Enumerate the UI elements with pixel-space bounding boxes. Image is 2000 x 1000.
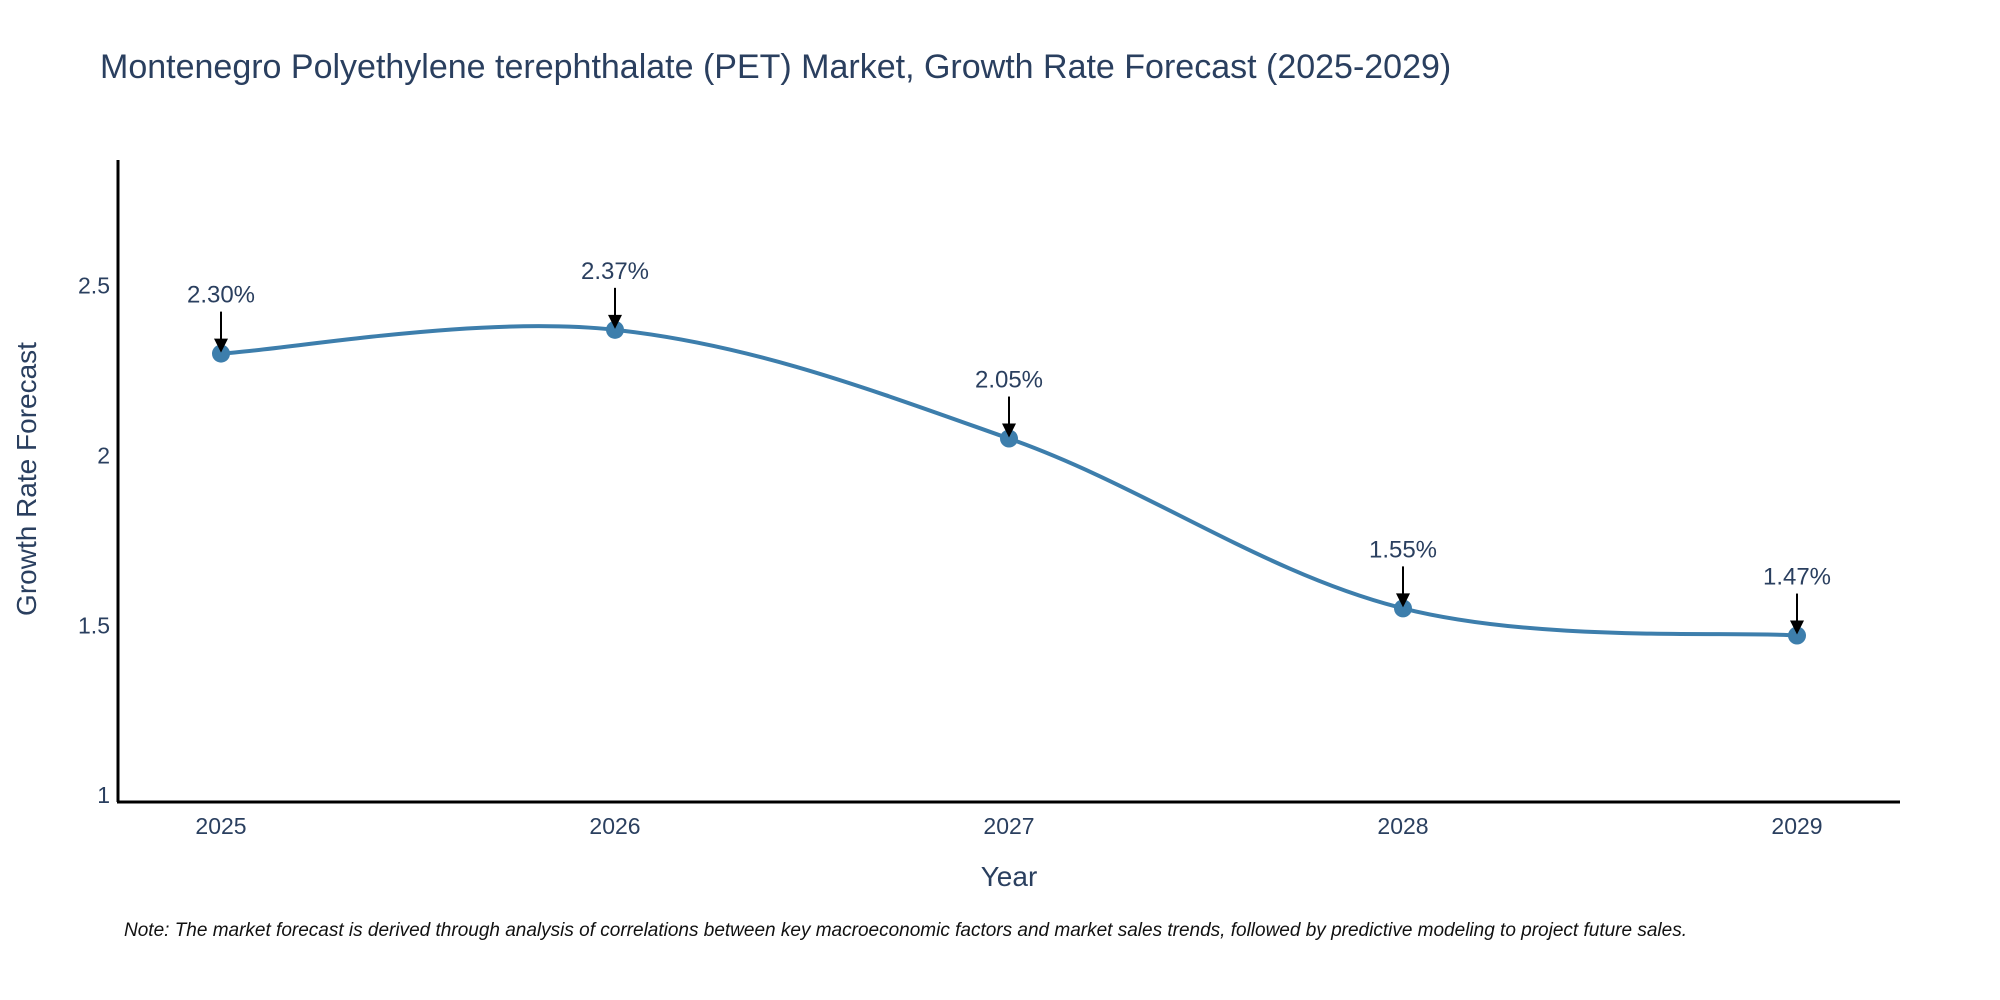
y-tick-label: 2.5 (78, 273, 110, 299)
y-axis-ticks: 1 1.5 2 2.5 (78, 273, 110, 809)
data-label-annotation: 1.47% (1763, 564, 1831, 635)
x-tick-label: 2026 (589, 813, 640, 839)
annotation-arrow-head (214, 338, 228, 353)
data-label-annotation: 2.05% (975, 367, 1043, 438)
y-tick-label: 1.5 (78, 612, 110, 638)
data-annotations: 2.30% 2.37% 2.05% 1.55% 1.47% (187, 258, 1831, 635)
data-label: 2.30% (187, 282, 255, 309)
annotation-arrow-head (1790, 620, 1804, 635)
annotation-arrow-head (1002, 423, 1016, 438)
y-axis-title: Growth Rate Forecast (11, 342, 42, 616)
x-axis-title: Year (981, 861, 1038, 892)
data-point (1000, 429, 1018, 448)
data-label: 1.47% (1763, 564, 1831, 591)
y-tick-label: 1 (97, 782, 110, 808)
x-tick-label: 2027 (983, 813, 1034, 839)
data-point (212, 344, 230, 363)
chart-title: Montenegro Polyethylene terephthalate (P… (100, 48, 1452, 86)
chart-note: Note: The market forecast is derived thr… (124, 920, 1687, 941)
data-label: 2.37% (581, 258, 649, 285)
data-label-annotation: 2.30% (187, 282, 255, 353)
annotation-arrow-head (1396, 593, 1410, 608)
x-tick-label: 2029 (1771, 813, 1822, 839)
x-axis-ticks: 2025 2026 2027 2028 2029 (195, 813, 1822, 839)
x-tick-label: 2025 (195, 813, 246, 839)
data-point (606, 320, 624, 339)
data-label-annotation: 2.37% (581, 258, 649, 329)
x-tick-label: 2028 (1377, 813, 1428, 839)
annotation-arrow-head (608, 314, 622, 329)
data-points (212, 320, 1806, 645)
data-label: 1.55% (1369, 536, 1437, 563)
data-label: 2.05% (975, 367, 1043, 394)
y-tick-label: 2 (97, 443, 110, 469)
data-point (1788, 626, 1806, 645)
data-point (1394, 599, 1412, 618)
data-label-annotation: 1.55% (1369, 536, 1437, 608)
